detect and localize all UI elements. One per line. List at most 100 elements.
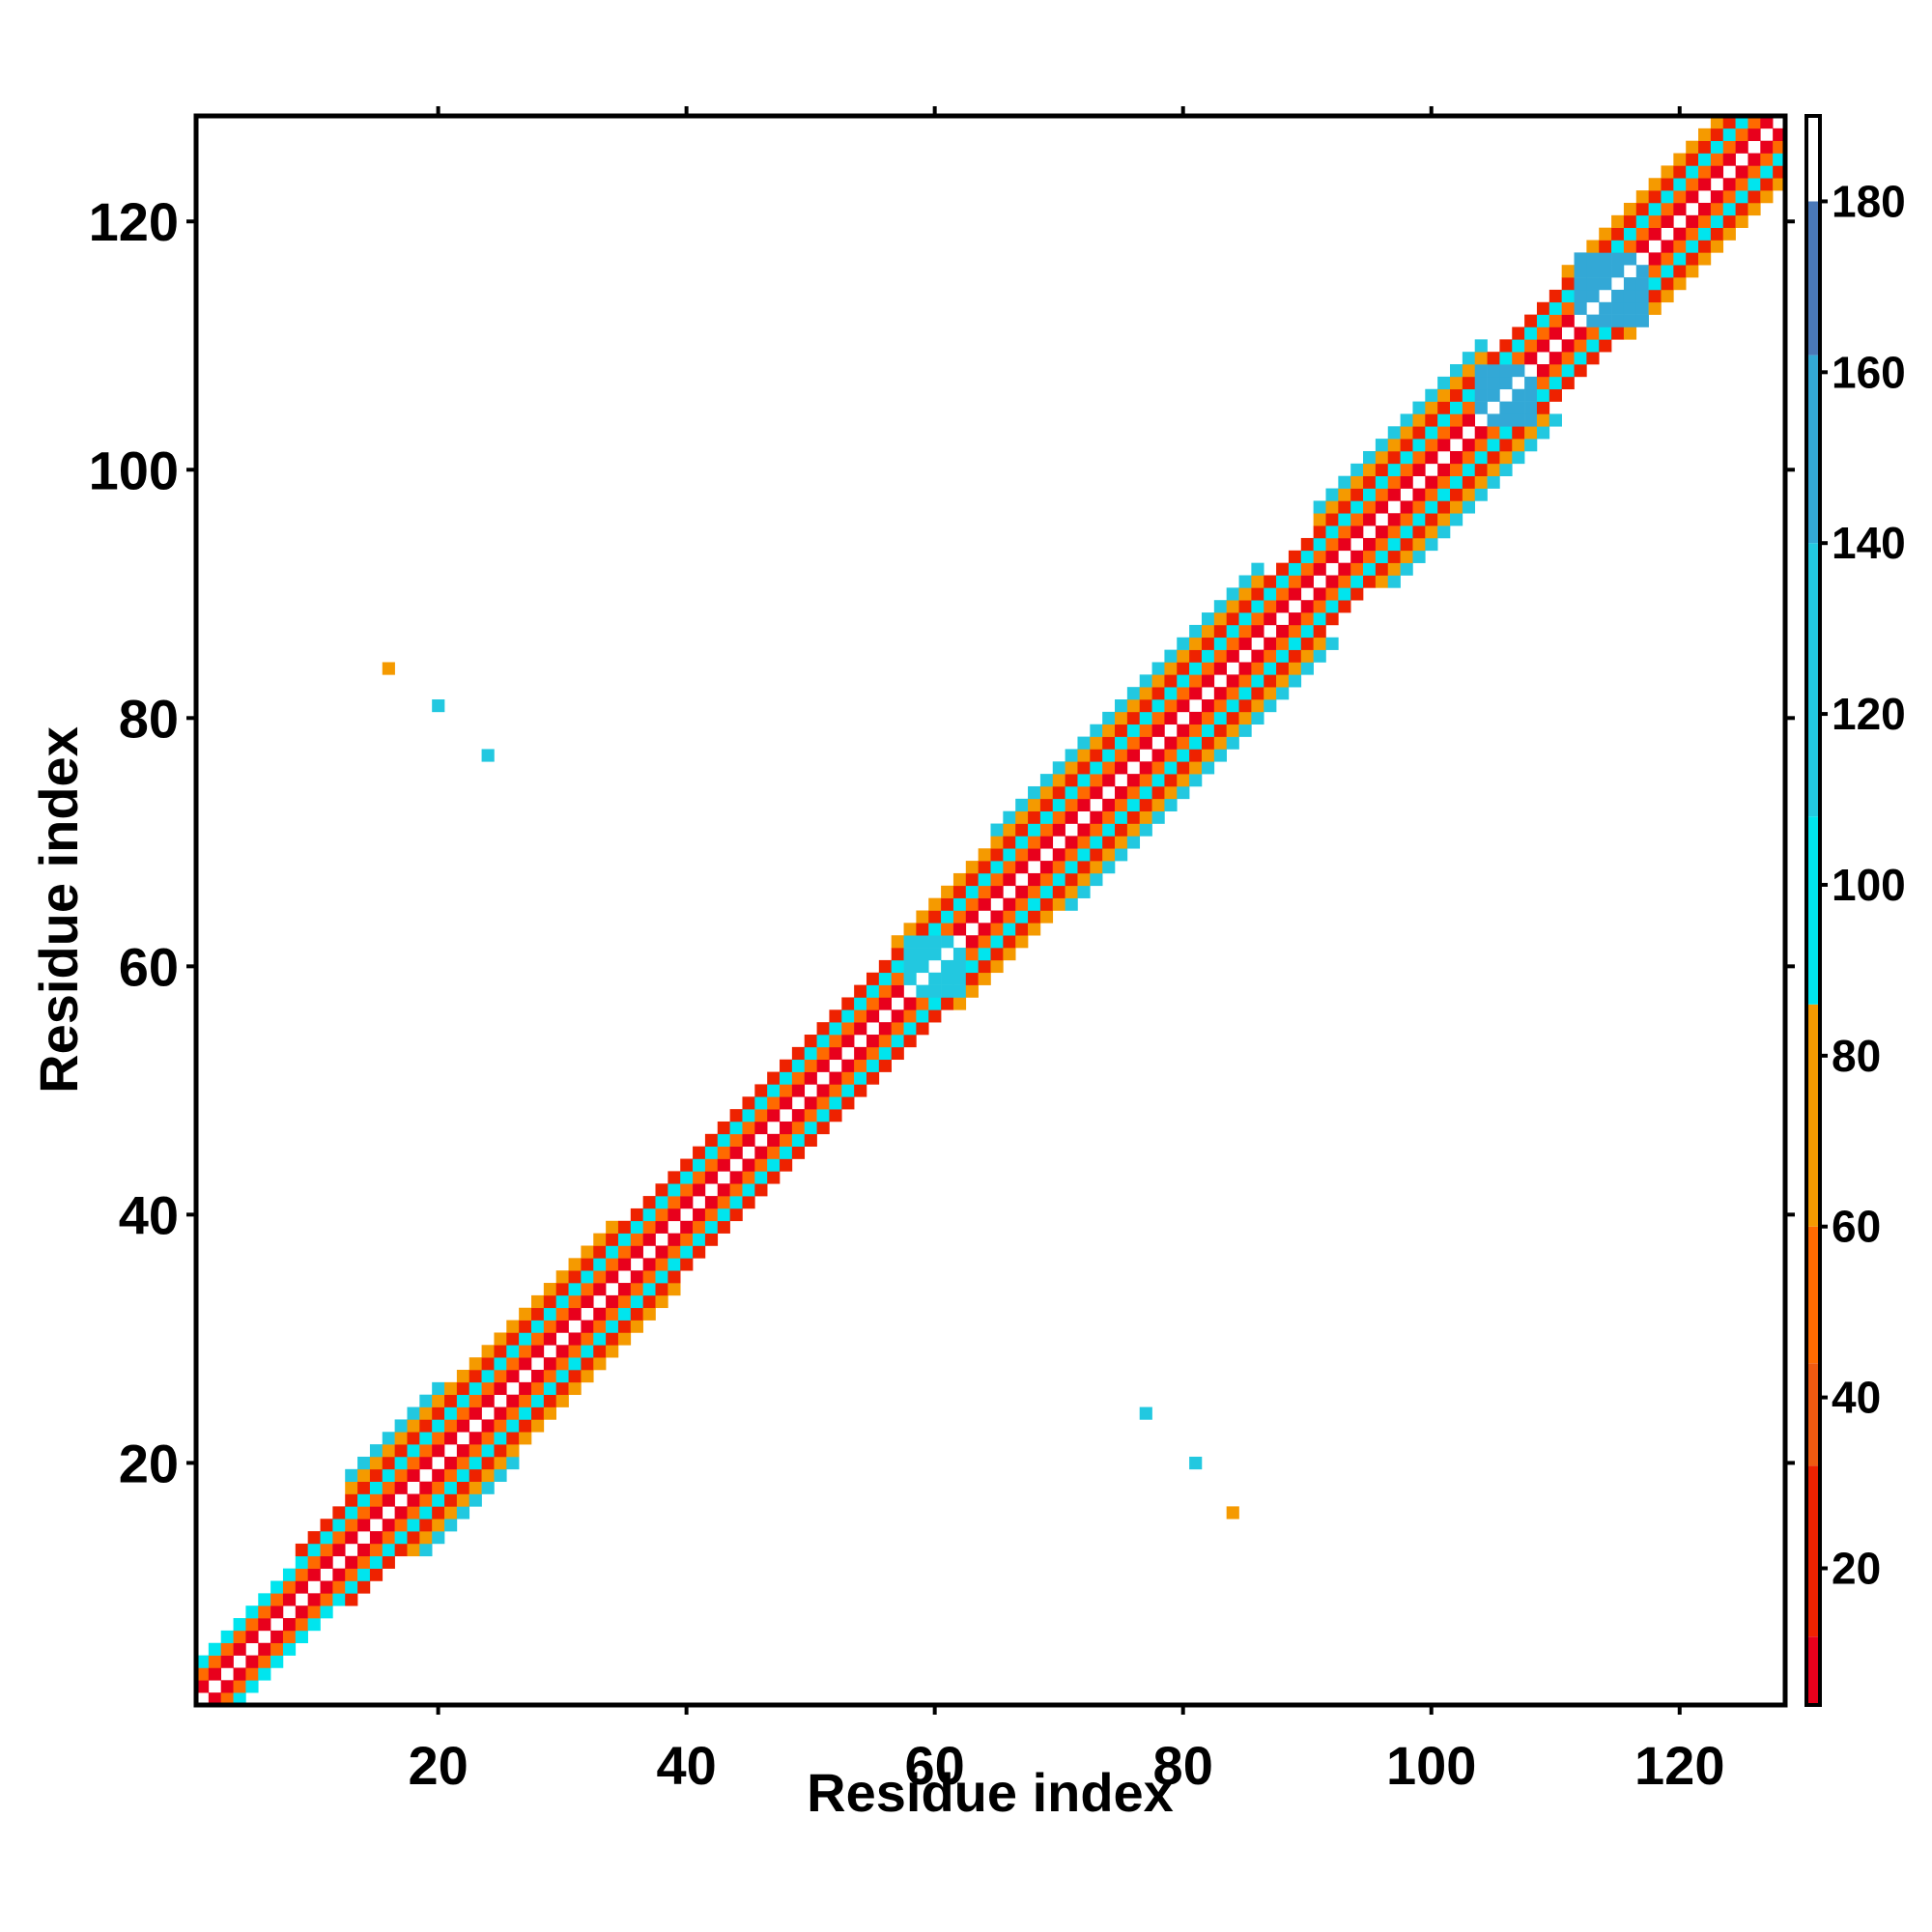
heatmap-cell [1350,550,1364,563]
heatmap-cell [1139,785,1152,800]
heatmap-cell [928,1009,942,1023]
heatmap-cell [1300,600,1314,613]
heatmap-cell [258,1642,271,1656]
heatmap-cell [1673,240,1687,253]
heatmap-cell [1126,785,1141,800]
heatmap-cell [878,1059,892,1072]
heatmap-cell [1151,687,1165,700]
heatmap-cell [1052,872,1065,887]
heatmap-cell [1052,798,1065,811]
heatmap-cell [1536,339,1550,353]
heatmap-cell [854,1022,867,1036]
heatmap-cell [1735,165,1748,179]
heatmap-cell [1710,214,1724,228]
y-tick-label: 60 [119,936,179,997]
colorbar-tick-label: 60 [1832,1202,1881,1252]
heatmap-cell [1760,165,1774,179]
heatmap-cell [754,1121,768,1135]
heatmap-cell [978,935,991,949]
heatmap-cell [419,1506,433,1520]
heatmap-cell [1437,526,1451,539]
heatmap-cell [1524,401,1538,414]
heatmap-cell [1375,488,1389,501]
heatmap-cell [1548,388,1562,402]
heatmap-cell [642,1294,656,1309]
heatmap-cell [1251,587,1264,601]
heatmap-cell [1325,575,1339,588]
heatmap-cell [1648,277,1662,291]
heatmap-cell [1313,550,1326,563]
heatmap-cell [1536,376,1550,390]
heatmap-cell [1028,897,1041,911]
heatmap-cell [1499,352,1513,365]
heatmap-cell [245,1618,259,1632]
heatmap-cell [1077,836,1091,849]
heatmap-cell [506,1444,520,1458]
heatmap-cell [680,1183,694,1197]
heatmap-cell [742,1171,755,1184]
heatmap-cell [680,1258,694,1271]
heatmap-cell [258,1655,271,1668]
heatmap-cell [866,984,880,998]
heatmap-cell [543,1394,556,1407]
heatmap-cell [1450,450,1463,465]
heatmap-cell [208,1642,222,1656]
heatmap-cell [1648,178,1662,191]
heatmap-cell [1177,749,1190,762]
heatmap-cell [1387,450,1401,465]
heatmap-cell [1102,774,1116,787]
heatmap-cell [419,1394,433,1407]
heatmap-cell [320,1531,333,1545]
heatmap-cell [1412,500,1426,514]
heatmap-cell [1363,500,1377,514]
heatmap-cell [1151,674,1165,688]
heatmap-cell [965,984,979,998]
heatmap-cell [220,1680,234,1693]
heatmap-cell [1747,178,1761,191]
heatmap-cell [1300,662,1314,675]
heatmap-cell [1139,724,1152,737]
heatmap-cell [382,1432,395,1445]
heatmap-cell [1201,624,1215,639]
heatmap-cell [891,1022,904,1036]
heatmap-cell [829,1046,842,1061]
heatmap-cell [407,1406,420,1420]
heatmap-cell [1015,823,1029,837]
heatmap-cell [1611,252,1625,266]
heatmap-cell [791,1071,806,1085]
heatmap-cell [1300,624,1314,639]
heatmap-cell [617,1283,632,1296]
heatmap-cell [1028,798,1041,811]
heatmap-cell [456,1370,470,1383]
heatmap-cell [903,948,917,961]
heatmap-cell [1524,388,1538,402]
heatmap-cell [1462,488,1476,501]
heatmap-cell [1747,116,1761,129]
heatmap-cell [233,1642,246,1656]
heatmap-cell [978,959,991,974]
heatmap-cell [1052,897,1065,911]
heatmap-cell [345,1519,358,1532]
heatmap-cell [990,823,1004,837]
heatmap-cell [630,1233,643,1246]
heatmap-cell [1065,848,1078,862]
heatmap-cell [1288,624,1302,639]
heatmap-cell [506,1419,520,1433]
heatmap-cell [369,1456,384,1470]
heatmap-cell [1164,761,1178,775]
heatmap-cell [952,984,967,998]
heatmap-cell [1201,649,1215,663]
heatmap-cell [1437,401,1451,414]
heatmap-cell [357,1493,371,1507]
heatmap-cell [1238,687,1252,700]
heatmap-cell [332,1593,346,1606]
heatmap-cell [1039,798,1054,811]
x-tick-label: 80 [1153,1735,1213,1796]
heatmap-cell [568,1332,582,1346]
heatmap-cell [841,1059,855,1072]
heatmap-cell [767,1084,781,1097]
heatmap-cell [282,1642,297,1656]
heatmap-cell [978,897,991,911]
heatmap-cell [1760,178,1774,191]
heatmap-cell [668,1283,681,1296]
